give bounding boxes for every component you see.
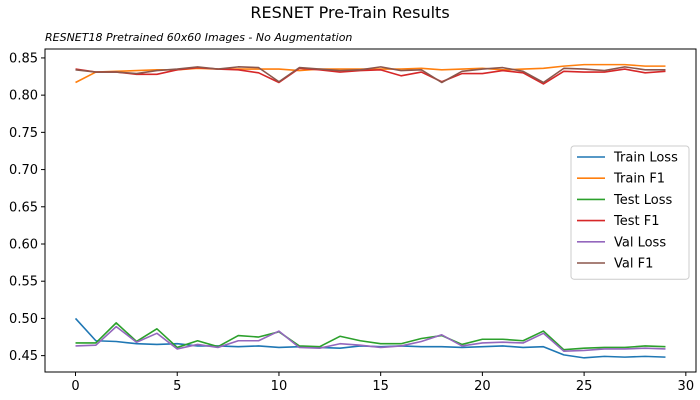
- y-tick-label: 0.55: [9, 275, 38, 290]
- series-line-test-loss: [75, 322, 666, 351]
- y-tick-label: 0.45: [9, 349, 38, 364]
- x-axis: 0 5 10 15 20 25 30: [71, 372, 694, 394]
- series-line-test-f1: [75, 66, 666, 85]
- y-tick-label: 0.65: [9, 200, 38, 215]
- y-tick-label: 0.70: [9, 163, 38, 178]
- legend-label: Train Loss: [613, 151, 678, 166]
- chart-subtitle: RESNET18 Pretrained 60x60 Images - No Au…: [45, 31, 352, 44]
- legend-label: Val F1: [614, 257, 653, 272]
- y-tick-label: 0.85: [9, 51, 38, 66]
- plot-area-frame: [44, 48, 697, 373]
- chart-title: RESNET Pre-Train Results: [250, 3, 449, 22]
- y-axis: 0.45 0.50 0.55 0.60 0.65 0.70 0.75 0.80 0.85: [9, 51, 45, 364]
- legend-label: Train F1: [613, 172, 665, 187]
- y-tick-label: 0.50: [9, 312, 38, 327]
- x-tick-label: 5: [173, 379, 181, 394]
- x-tick-label: 20: [474, 379, 491, 394]
- series-line-val-f1: [75, 66, 666, 84]
- x-tick-label: 15: [372, 379, 389, 394]
- x-tick-label: 25: [576, 379, 593, 394]
- x-tick-label: 10: [271, 379, 288, 394]
- legend: Train Loss Train F1 Test Loss Test F1 Val Lo…: [570, 145, 690, 280]
- x-tick-label: 0: [71, 379, 79, 394]
- y-tick-label: 0.75: [9, 126, 38, 141]
- series-line-train-f1: [75, 63, 666, 84]
- legend-label: Val Loss: [614, 235, 666, 250]
- legend-label: Test F1: [613, 214, 659, 229]
- series-layer: [74, 63, 666, 359]
- legend-label: Test Loss: [613, 193, 672, 208]
- series-line-val-loss: [75, 325, 666, 352]
- y-tick-label: 0.60: [9, 237, 38, 252]
- x-tick-label: 30: [678, 379, 695, 394]
- y-tick-label: 0.80: [9, 89, 38, 104]
- legend-box: [570, 145, 690, 280]
